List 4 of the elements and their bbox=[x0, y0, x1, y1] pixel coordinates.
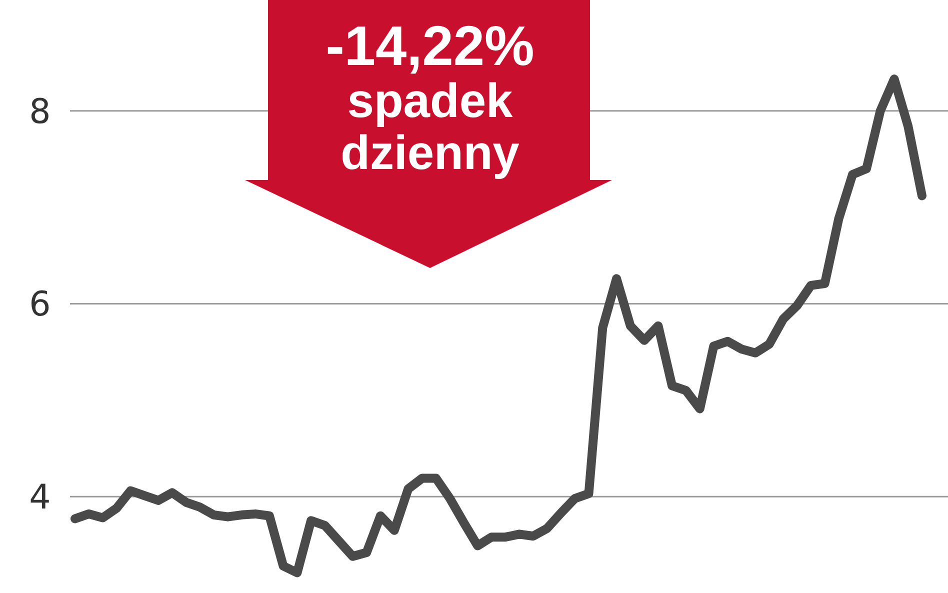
annotation: -14,22% spadek dzienny bbox=[326, 14, 534, 180]
y-tick-label: 6 bbox=[29, 284, 51, 325]
y-tick-label: 4 bbox=[29, 477, 51, 518]
y-tick-label: 8 bbox=[29, 92, 51, 132]
